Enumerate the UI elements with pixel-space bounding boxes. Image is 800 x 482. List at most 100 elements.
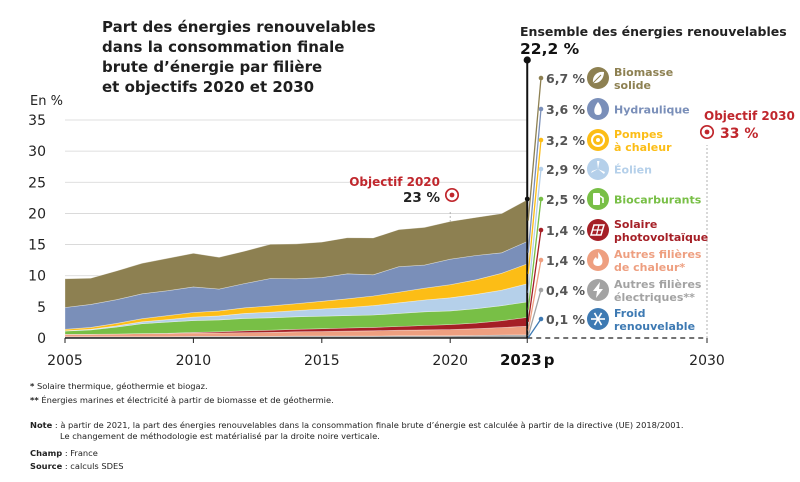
legend-label: Pompes (614, 128, 663, 141)
legend-value: 3,6 % (546, 102, 585, 117)
legend-item-hydraulique: 3,6 % Hydraulique (527, 98, 690, 253)
champ-text: : France (62, 448, 98, 458)
x-tick-label: 2015 (304, 353, 340, 369)
target-2020-icon-center (449, 192, 455, 198)
leader-dot (538, 227, 544, 233)
legend-label: Biomasse (614, 66, 673, 79)
legend-value: 6,7 % (546, 71, 585, 86)
legend-label: renouvelable (614, 320, 695, 333)
legend-label: de chaleur* (614, 261, 685, 274)
footnote-mark: ** (30, 395, 39, 405)
y-tick-label: 0 (37, 331, 46, 347)
legend-label: à chaleur (614, 141, 672, 154)
legend-label: Autres filières (614, 278, 702, 291)
note-line-1: : à partir de 2021, la part des énergies… (52, 420, 684, 430)
legend-label: Biocarburants (614, 194, 702, 207)
leader-dot (538, 106, 544, 112)
legend-item-eolien: 2,9 % Éolien (527, 158, 652, 293)
chart-title-line: brute d’énergie par filière (102, 58, 323, 76)
note-label: Note (30, 420, 53, 430)
leaf-icon (587, 67, 609, 89)
footnote-star: * Solaire thermique, géothermie et bioga… (30, 381, 208, 392)
renewables-stacked-area-chart: 0 5 10 15 20 25 30 35 En % 2005 2010 2015 2020 2023 p 2… (28, 24, 795, 369)
leader-line (527, 198, 542, 310)
leader-line (527, 168, 542, 293)
objective-2030-label: Objectif 2030 (704, 109, 795, 123)
total-2023-top-dot (524, 196, 530, 202)
legend-value: 0,1 % (546, 312, 585, 327)
legend-label: Éolien (614, 164, 652, 177)
total-2023-label: Ensemble des énergies renouvelables (520, 24, 787, 39)
leader-line (527, 259, 542, 331)
wind-turbine-icon (587, 158, 609, 180)
x-tick-label: 2010 (176, 353, 212, 369)
heat-pump-icon (587, 129, 609, 151)
flame-icon (587, 249, 609, 271)
water-drop-icon (587, 98, 609, 120)
leader-line (527, 229, 542, 322)
footnote-text: Solaire thermique, géothermie et biogaz. (36, 381, 208, 391)
y-tick-label: 35 (28, 113, 46, 129)
chart-title: Part des énergies renouvelables dans la … (102, 17, 402, 97)
total-2023-dot (523, 56, 531, 64)
leader-dot (538, 75, 544, 81)
leader-line (527, 108, 542, 253)
chart-title-line: et objectifs 2020 et 2030 (102, 78, 315, 96)
leader-line (527, 289, 542, 337)
legend-label: solide (614, 79, 651, 92)
lightning-icon (587, 279, 609, 301)
objective-2030-value: 33 % (720, 126, 758, 142)
footnote-text: Énergies marines et électricité à partir… (41, 395, 334, 405)
leader-dot (538, 137, 544, 143)
legend-item-biocarburants: 2,5 % Biocarburants (527, 188, 702, 310)
y-tick-label: 20 (28, 206, 46, 222)
legend-value: 1,4 % (546, 223, 585, 238)
champ-line: Champ : France (30, 448, 98, 459)
y-tick-label: 10 (28, 269, 46, 285)
leader-line (527, 77, 542, 221)
legend-value: 1,4 % (546, 253, 585, 268)
champ-label: Champ (30, 448, 63, 458)
source-label: Source (30, 461, 63, 471)
leader-dot (538, 287, 544, 293)
source-text: : calculs SDES (62, 461, 124, 471)
note-block: Note : à partir de 2021, la part des éne… (30, 420, 683, 442)
target-2030-icon-center (704, 129, 710, 135)
x-tick-label: 2005 (47, 353, 83, 369)
legend-label: Hydraulique (614, 104, 690, 117)
legend-label: Froid (614, 307, 645, 320)
leader-line (527, 139, 542, 274)
fuel-pump-icon (587, 188, 609, 210)
target-2030-icon (699, 124, 715, 140)
y-axis-label: En % (30, 94, 63, 109)
leader-dot (538, 257, 544, 263)
legend-label: Autres filières (614, 248, 702, 261)
objective-2020-value: 23 % (403, 190, 440, 206)
target-2020-icon (444, 187, 460, 203)
leader-dot (538, 166, 544, 172)
footnote-mark: * (30, 381, 35, 391)
leader-line (527, 318, 542, 339)
y-tick-label: 5 (37, 300, 46, 316)
legend-label: électriques** (614, 291, 695, 304)
x-tick-label: 2020 (432, 353, 468, 369)
leader-dot (538, 316, 544, 322)
y-tick-label: 15 (28, 238, 46, 254)
legend-value: 2,5 % (546, 192, 585, 207)
total-2023-value: 22,2 % (520, 40, 580, 58)
x-tick-label-2023: 2023 p (500, 351, 555, 369)
chart-title-line: Part des énergies renouvelables (102, 18, 376, 36)
legend-value: 3,2 % (546, 133, 585, 148)
legend-value: 0,4 % (546, 283, 585, 298)
legend-label: Solaire (614, 218, 657, 231)
x-tick-label: 2030 (689, 353, 725, 369)
leader-dot (538, 196, 544, 202)
legend-value: 2,9 % (546, 162, 585, 177)
note-line-2: Le changement de méthodologie est matéri… (60, 431, 380, 441)
